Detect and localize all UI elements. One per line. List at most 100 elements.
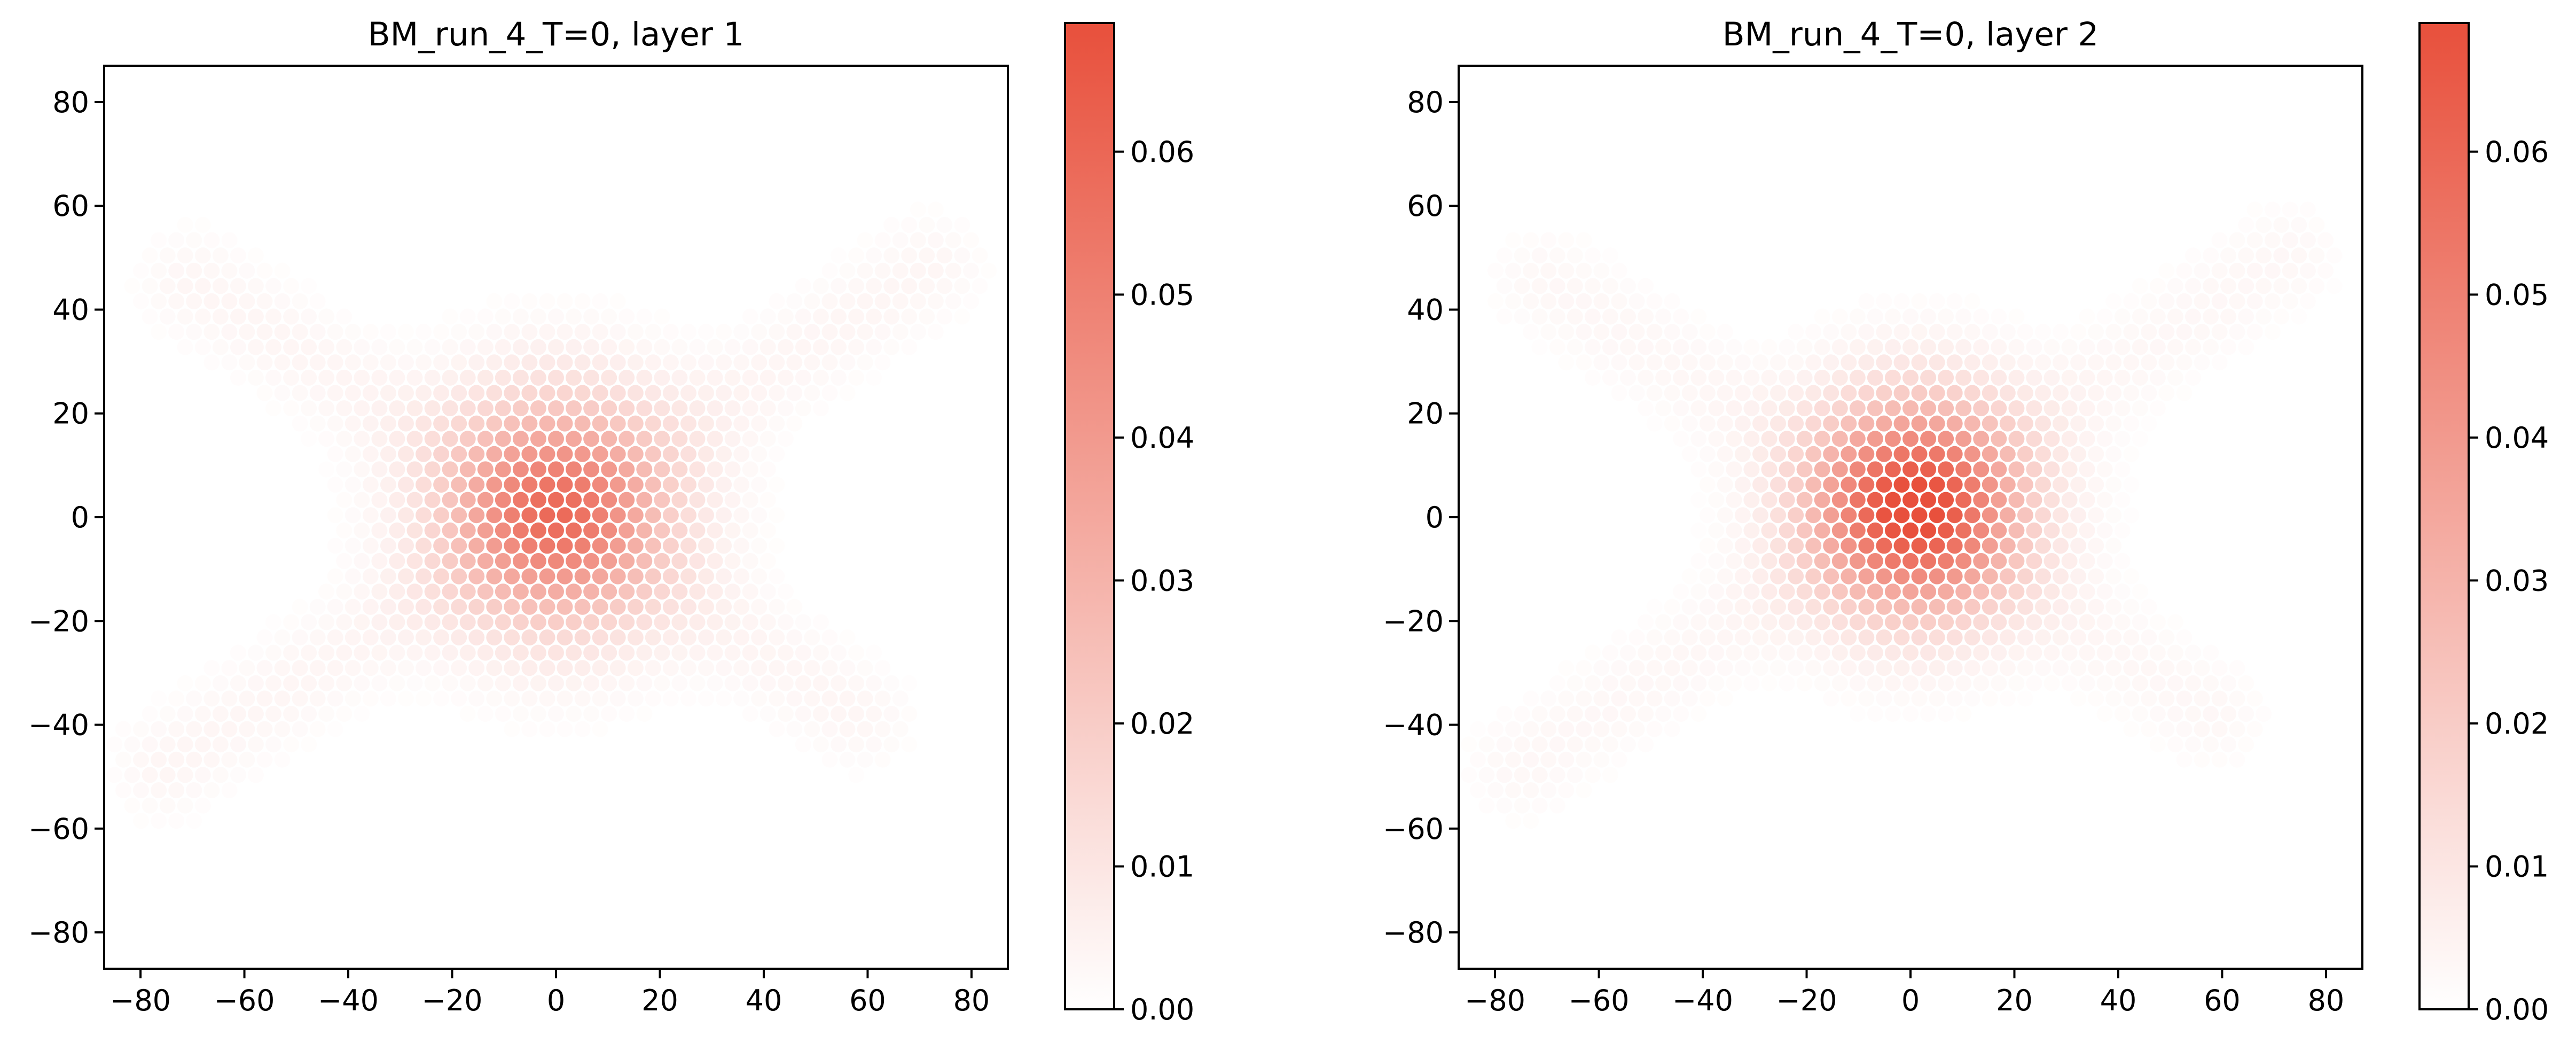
heat-cell	[548, 492, 564, 508]
heat-cell	[777, 706, 794, 722]
heat-cell	[1726, 492, 1742, 508]
heat-cell	[2141, 598, 2157, 615]
heat-cell	[963, 232, 979, 248]
heat-cell	[1699, 385, 1716, 401]
heat-cell	[1884, 369, 1901, 386]
heat-cell	[2070, 690, 2087, 707]
heat-cell	[1884, 706, 1901, 722]
heat-cell	[1779, 369, 1795, 386]
heat-cell	[601, 369, 617, 386]
heat-cell	[539, 507, 555, 524]
heat-cell	[2211, 324, 2228, 340]
heat-cell	[1964, 568, 1980, 585]
heat-cell	[256, 385, 273, 401]
heat-cell	[698, 477, 714, 493]
heat-cell	[292, 629, 308, 645]
heat-cell	[1858, 385, 1875, 401]
y-tick-label: 80	[52, 85, 89, 119]
heat-cell	[504, 354, 520, 371]
heat-cell	[919, 278, 935, 294]
heat-cell	[548, 400, 564, 417]
heat-cell	[1743, 522, 1760, 539]
heat-cell	[592, 354, 608, 371]
heat-cell	[530, 522, 546, 539]
heat-cell	[618, 369, 635, 386]
heat-cell	[733, 385, 750, 401]
heat-cell	[468, 598, 485, 615]
heat-cell	[433, 446, 450, 462]
heat-cell	[1911, 598, 1928, 615]
heat-cell	[557, 507, 573, 524]
heat-cell	[618, 339, 635, 355]
heat-cell	[2167, 644, 2183, 661]
heat-cell	[521, 354, 538, 371]
heat-cell	[398, 415, 414, 432]
heat-cell	[124, 767, 140, 783]
heat-cell	[486, 385, 503, 401]
heat-cell	[194, 278, 211, 294]
heat-cell	[247, 675, 264, 691]
heat-cell	[1982, 385, 1998, 401]
heat-cell	[539, 293, 555, 309]
heat-cell	[1902, 492, 1919, 508]
heat-cell	[530, 675, 546, 691]
heat-cell	[230, 644, 246, 661]
heat-cell	[2053, 660, 2069, 676]
heat-cell	[1964, 538, 1980, 554]
heat-cell	[2273, 308, 2290, 325]
heat-cell	[1628, 385, 1645, 401]
heat-cell	[2123, 477, 2140, 493]
heat-cell	[1681, 354, 1698, 371]
heat-cell	[831, 706, 847, 722]
heat-cell	[716, 324, 732, 340]
heat-cell	[1858, 690, 1875, 707]
heat-cell	[336, 614, 353, 630]
heat-cell	[433, 324, 450, 340]
heat-cell	[698, 629, 714, 645]
heat-cell	[177, 675, 193, 691]
heat-cell	[566, 675, 582, 691]
heat-cell	[433, 690, 450, 707]
heat-cell	[1946, 385, 1963, 401]
heat-cell	[1611, 721, 1627, 737]
heat-cell	[1734, 446, 1751, 462]
heat-cell	[203, 690, 220, 707]
heat-cell	[362, 538, 379, 554]
heat-cell	[468, 477, 485, 493]
heat-cell	[812, 614, 829, 630]
heat-cell	[866, 736, 882, 753]
heat-cell	[812, 706, 829, 722]
heat-cell	[2149, 644, 2166, 661]
heat-cell	[1752, 477, 1768, 493]
heat-cell	[336, 553, 353, 569]
heat-cell	[416, 629, 432, 645]
heat-cell	[1681, 385, 1698, 401]
colorbar-tick-label: 0.01	[1130, 850, 1194, 883]
heat-cell	[142, 797, 158, 814]
heat-cell	[2079, 431, 2095, 447]
heat-cell	[627, 446, 644, 462]
heat-cell	[380, 568, 396, 585]
heat-cell	[477, 553, 494, 569]
heat-cell	[1867, 308, 1883, 325]
heat-cell	[733, 324, 750, 340]
heat-cell	[1726, 431, 1742, 447]
heat-cell	[1638, 644, 1654, 661]
heat-cell	[1902, 706, 1919, 722]
heat-cell	[336, 308, 353, 325]
heat-cell	[539, 477, 555, 493]
heat-cell	[866, 339, 882, 355]
heat-cell	[901, 675, 918, 691]
heat-cell	[601, 553, 617, 569]
heat-cell	[795, 644, 811, 661]
heat-cell	[1973, 553, 1990, 569]
heat-cell	[354, 706, 370, 722]
heat-cell	[1946, 507, 1963, 524]
heat-cell	[548, 461, 564, 478]
heat-cell	[1628, 660, 1645, 676]
heat-cell	[548, 583, 564, 600]
heat-cell	[760, 492, 776, 508]
heat-cell	[1779, 675, 1795, 691]
heat-cell	[2079, 614, 2095, 630]
heat-cell	[1867, 522, 1883, 539]
